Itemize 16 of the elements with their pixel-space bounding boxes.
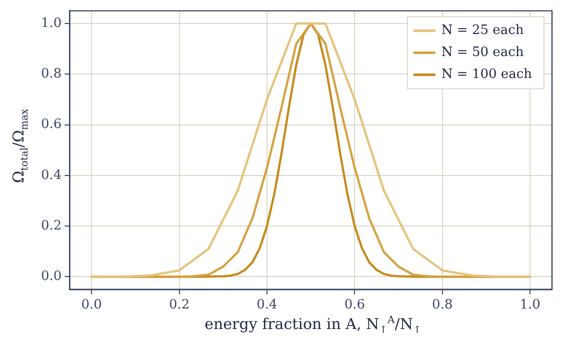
y-tick-label: 0.0 xyxy=(40,269,62,284)
y-tick-label: 0.6 xyxy=(40,117,62,132)
x-tick-label: 0.6 xyxy=(344,298,366,313)
x-tick-label: 0.4 xyxy=(256,298,278,313)
x-axis-title: energy fraction in A, N$_{↑}$$^{A}$/N$_{↑}$ xyxy=(204,315,422,336)
x-tick-label: 0.8 xyxy=(432,298,453,313)
y-tick-label: 1.0 xyxy=(40,16,62,31)
y-tick-label: 0.8 xyxy=(40,66,62,82)
x-tick-label: 1.0 xyxy=(520,298,540,313)
legend-label: N = 50 each xyxy=(441,45,524,60)
legend-label: N = 25 each xyxy=(441,23,524,38)
y-tick-label: 0.2 xyxy=(40,218,62,234)
x-tick-label: 0.2 xyxy=(168,298,190,313)
legend-label: N = 100 each xyxy=(441,67,533,82)
y-tick-label: 0.4 xyxy=(40,168,62,183)
x-tick-label: 0.0 xyxy=(81,298,102,313)
